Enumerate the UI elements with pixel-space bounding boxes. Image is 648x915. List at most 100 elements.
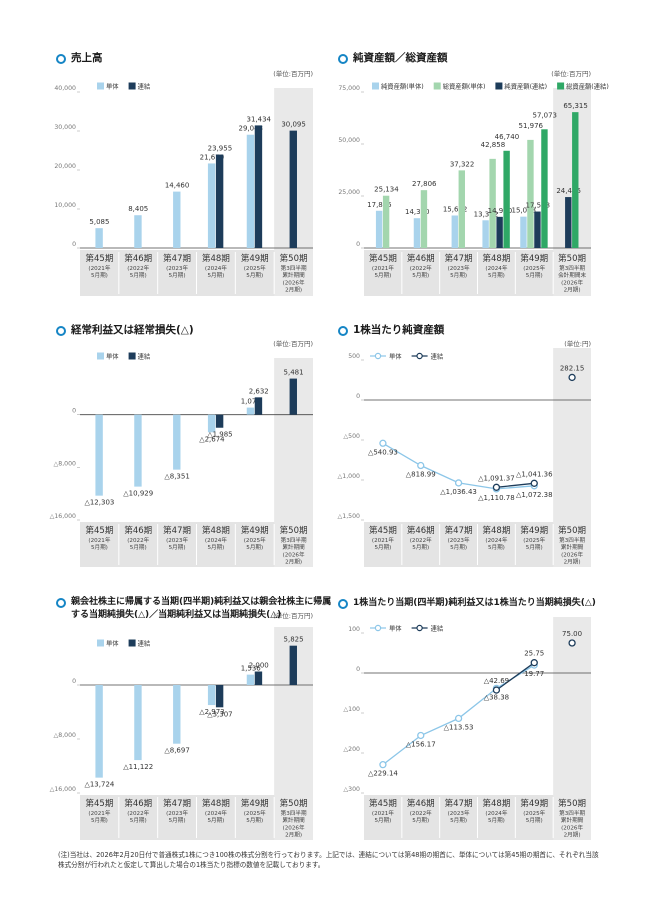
x-tick-note: 5月期) [246, 272, 263, 279]
x-tick-note: (2021年 [88, 809, 110, 817]
value-label: 57,073 [533, 111, 558, 119]
x-tick-note: (2024年 [485, 536, 507, 544]
bar [95, 414, 103, 496]
x-tick-label: 第50期 [280, 525, 308, 536]
value-label: △1,041.36 [516, 470, 553, 478]
value-label: △156.17 [406, 740, 436, 748]
chart-title: 1株当たり当期(四半期)純利益又は1株当たり当期純損失(△) [338, 597, 615, 610]
bar [458, 170, 465, 248]
bar [246, 674, 255, 685]
value-label: 1,073 [241, 398, 261, 406]
x-tick-note: 2月期) [564, 559, 581, 566]
bar [134, 414, 142, 487]
value-label: 5,825 [284, 636, 304, 644]
unit-label: (単位:百万円) [273, 611, 313, 620]
x-tick-note: 5月期) [246, 544, 263, 551]
point [568, 373, 576, 382]
x-tick-label: 第47期 [445, 253, 473, 264]
x-tick-label: 第47期 [163, 253, 191, 264]
legend-label: 単体 [106, 352, 119, 361]
value-label: △2,674 [199, 435, 225, 443]
value-label: 282.15 [560, 364, 585, 372]
legend-swatch [128, 82, 136, 90]
x-tick-label: 第48期 [202, 253, 230, 264]
value-label: 30,095 [281, 121, 306, 129]
x-tick-label: 第48期 [483, 253, 511, 264]
legend-swatch [372, 82, 379, 90]
x-tick-note: 第3四半期 [559, 264, 585, 272]
y-tick-label: △8,000 [54, 732, 77, 739]
x-tick-note: (2021年 [372, 264, 394, 272]
x-tick-label: 第50期 [558, 525, 586, 536]
chart-title: 1株当たり純資産額 [338, 324, 603, 337]
value-label: 25,134 [374, 186, 399, 194]
legend-marker [416, 352, 423, 360]
bar [173, 191, 181, 248]
legend-label: 連結 [138, 82, 151, 91]
y-tick-label: 0 [356, 666, 360, 673]
x-tick-note: 第3四半期 [559, 809, 585, 817]
x-tick-note: 5月期) [91, 272, 108, 279]
unit-label: (単位:百万円) [273, 69, 313, 78]
y-tick-label: △16,000 [50, 513, 76, 520]
bar [207, 685, 216, 706]
x-tick-note: 5月期) [450, 272, 467, 279]
x-tick-note: 累計期間 [282, 816, 305, 824]
x-tick-note: 5月期) [488, 817, 505, 824]
x-tick-note: 5月期) [526, 817, 543, 824]
bar [173, 414, 181, 470]
x-tick-note: 5月期) [91, 544, 108, 551]
x-tick-label: 第47期 [445, 525, 473, 536]
x-tick-note: 累計期間 [561, 816, 584, 824]
value-label: △229.14 [368, 770, 398, 778]
legend-marker [374, 624, 382, 632]
legend-label: 総資産額(連結) [566, 82, 609, 91]
x-tick-note: 5月期) [412, 817, 429, 824]
value-label: 14,980 [488, 207, 513, 215]
y-tick-label: 20,000 [54, 163, 76, 170]
value-label: △10,929 [123, 490, 153, 498]
x-tick-note: (2021年 [372, 536, 394, 544]
point [568, 639, 576, 647]
x-tick-note: 2月期) [564, 832, 581, 839]
x-tick-note: (2025年 [523, 536, 545, 544]
bar [289, 645, 297, 685]
point [379, 439, 387, 447]
value-label: 46,740 [495, 133, 520, 141]
y-tick-label: △1,000 [338, 473, 361, 480]
legend-label: 連結 [138, 639, 151, 648]
value-label: △11,122 [123, 763, 153, 771]
x-tick-note: (2021年 [88, 264, 110, 272]
legend-swatch [557, 82, 565, 90]
bar [95, 685, 103, 778]
x-tick-note: (2025年 [244, 809, 266, 817]
point [454, 714, 463, 723]
value-label: △540.93 [368, 448, 398, 456]
x-tick-note: (2021年 [88, 536, 110, 544]
bar [95, 228, 103, 248]
point [530, 479, 538, 487]
x-tick-label: 第48期 [202, 798, 230, 809]
x-tick-label: 第49期 [241, 253, 269, 264]
x-tick-note: (2026年 [561, 278, 583, 286]
x-tick-note: (2022年 [410, 536, 432, 544]
value-label: 2,632 [249, 387, 269, 395]
bar [572, 112, 579, 248]
legend-swatch [128, 352, 136, 360]
x-tick-note: (2026年 [283, 550, 305, 558]
y-tick-label: 0 [72, 241, 76, 248]
x-tick-label: 第50期 [558, 253, 586, 264]
x-tick-label: 第47期 [163, 798, 191, 809]
x-tick-note: 累計期間 [561, 543, 584, 551]
point [492, 483, 501, 491]
x-tick-note: 2月期) [285, 559, 302, 566]
x-tick-label: 第46期 [407, 798, 435, 809]
y-tick-label: △8,000 [54, 460, 77, 467]
y-tick-label: 75,000 [338, 85, 360, 92]
x-tick-note: (2022年 [410, 809, 432, 817]
x-tick-note: (2026年 [283, 823, 305, 831]
x-tick-note: (2023年 [166, 809, 188, 817]
x-tick-note: 5月期) [207, 544, 224, 551]
bar [527, 139, 534, 248]
